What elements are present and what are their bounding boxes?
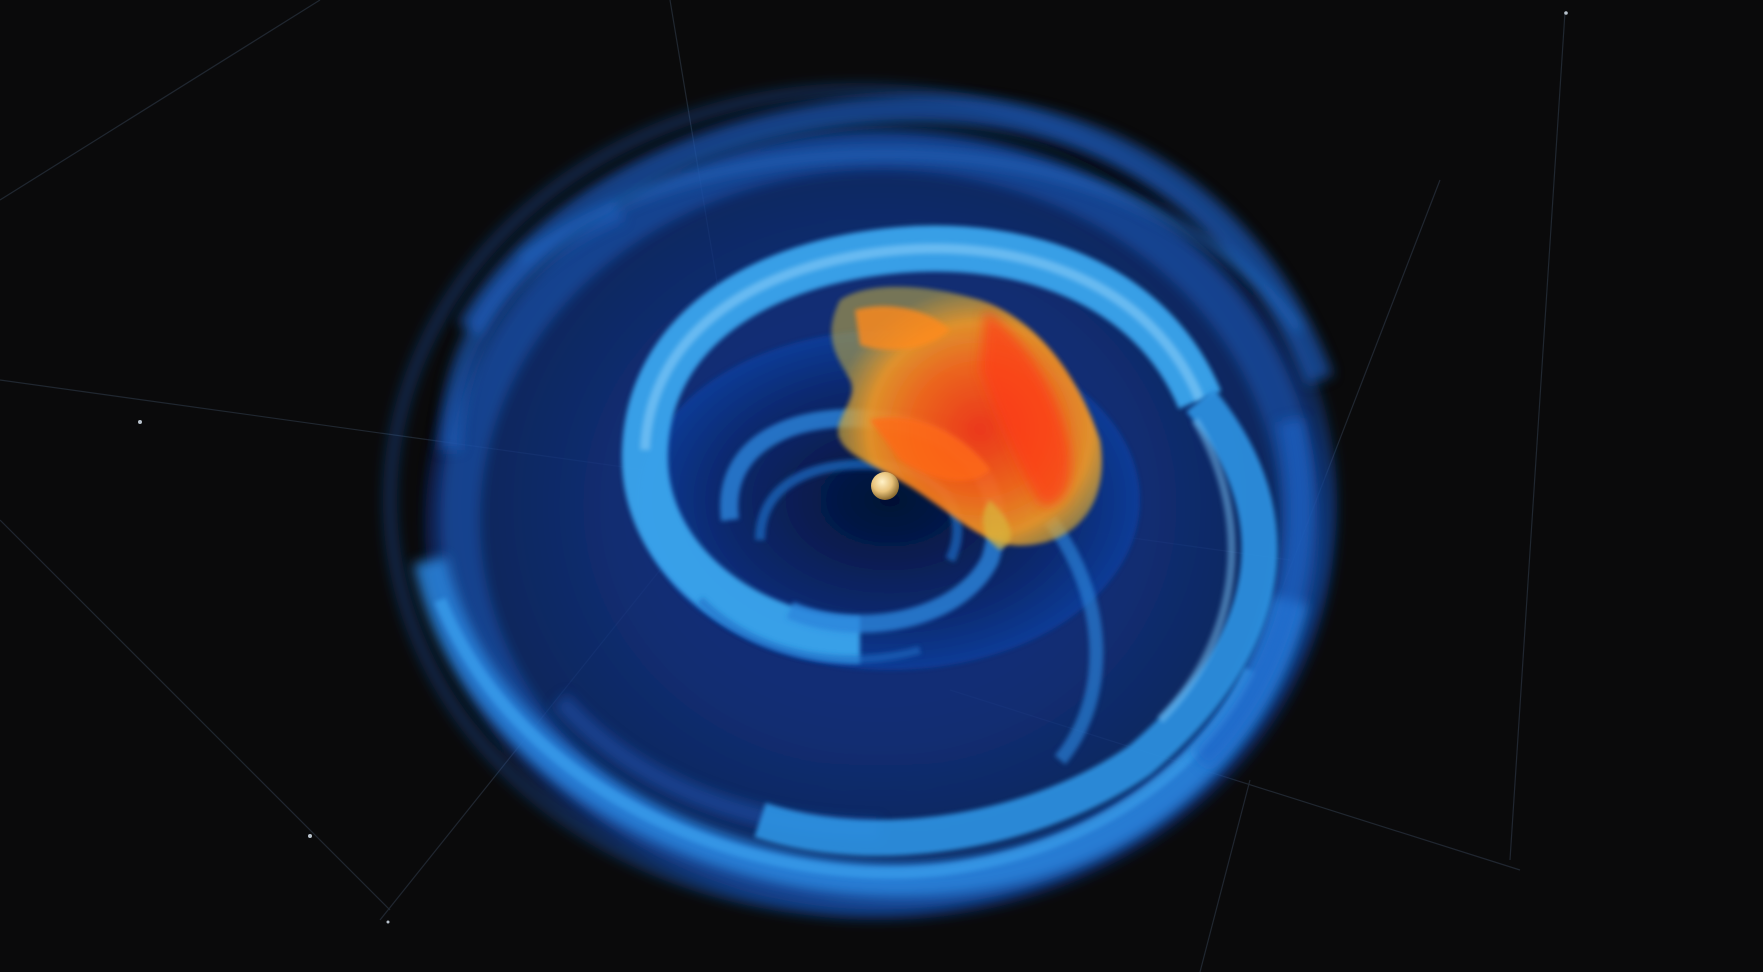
inner-spiral-ring (621, 225, 1278, 856)
spiral-arms (439, 95, 1334, 840)
hot-plasma-region (831, 286, 1102, 550)
marker-dots (138, 11, 1568, 924)
central-object (871, 472, 899, 500)
